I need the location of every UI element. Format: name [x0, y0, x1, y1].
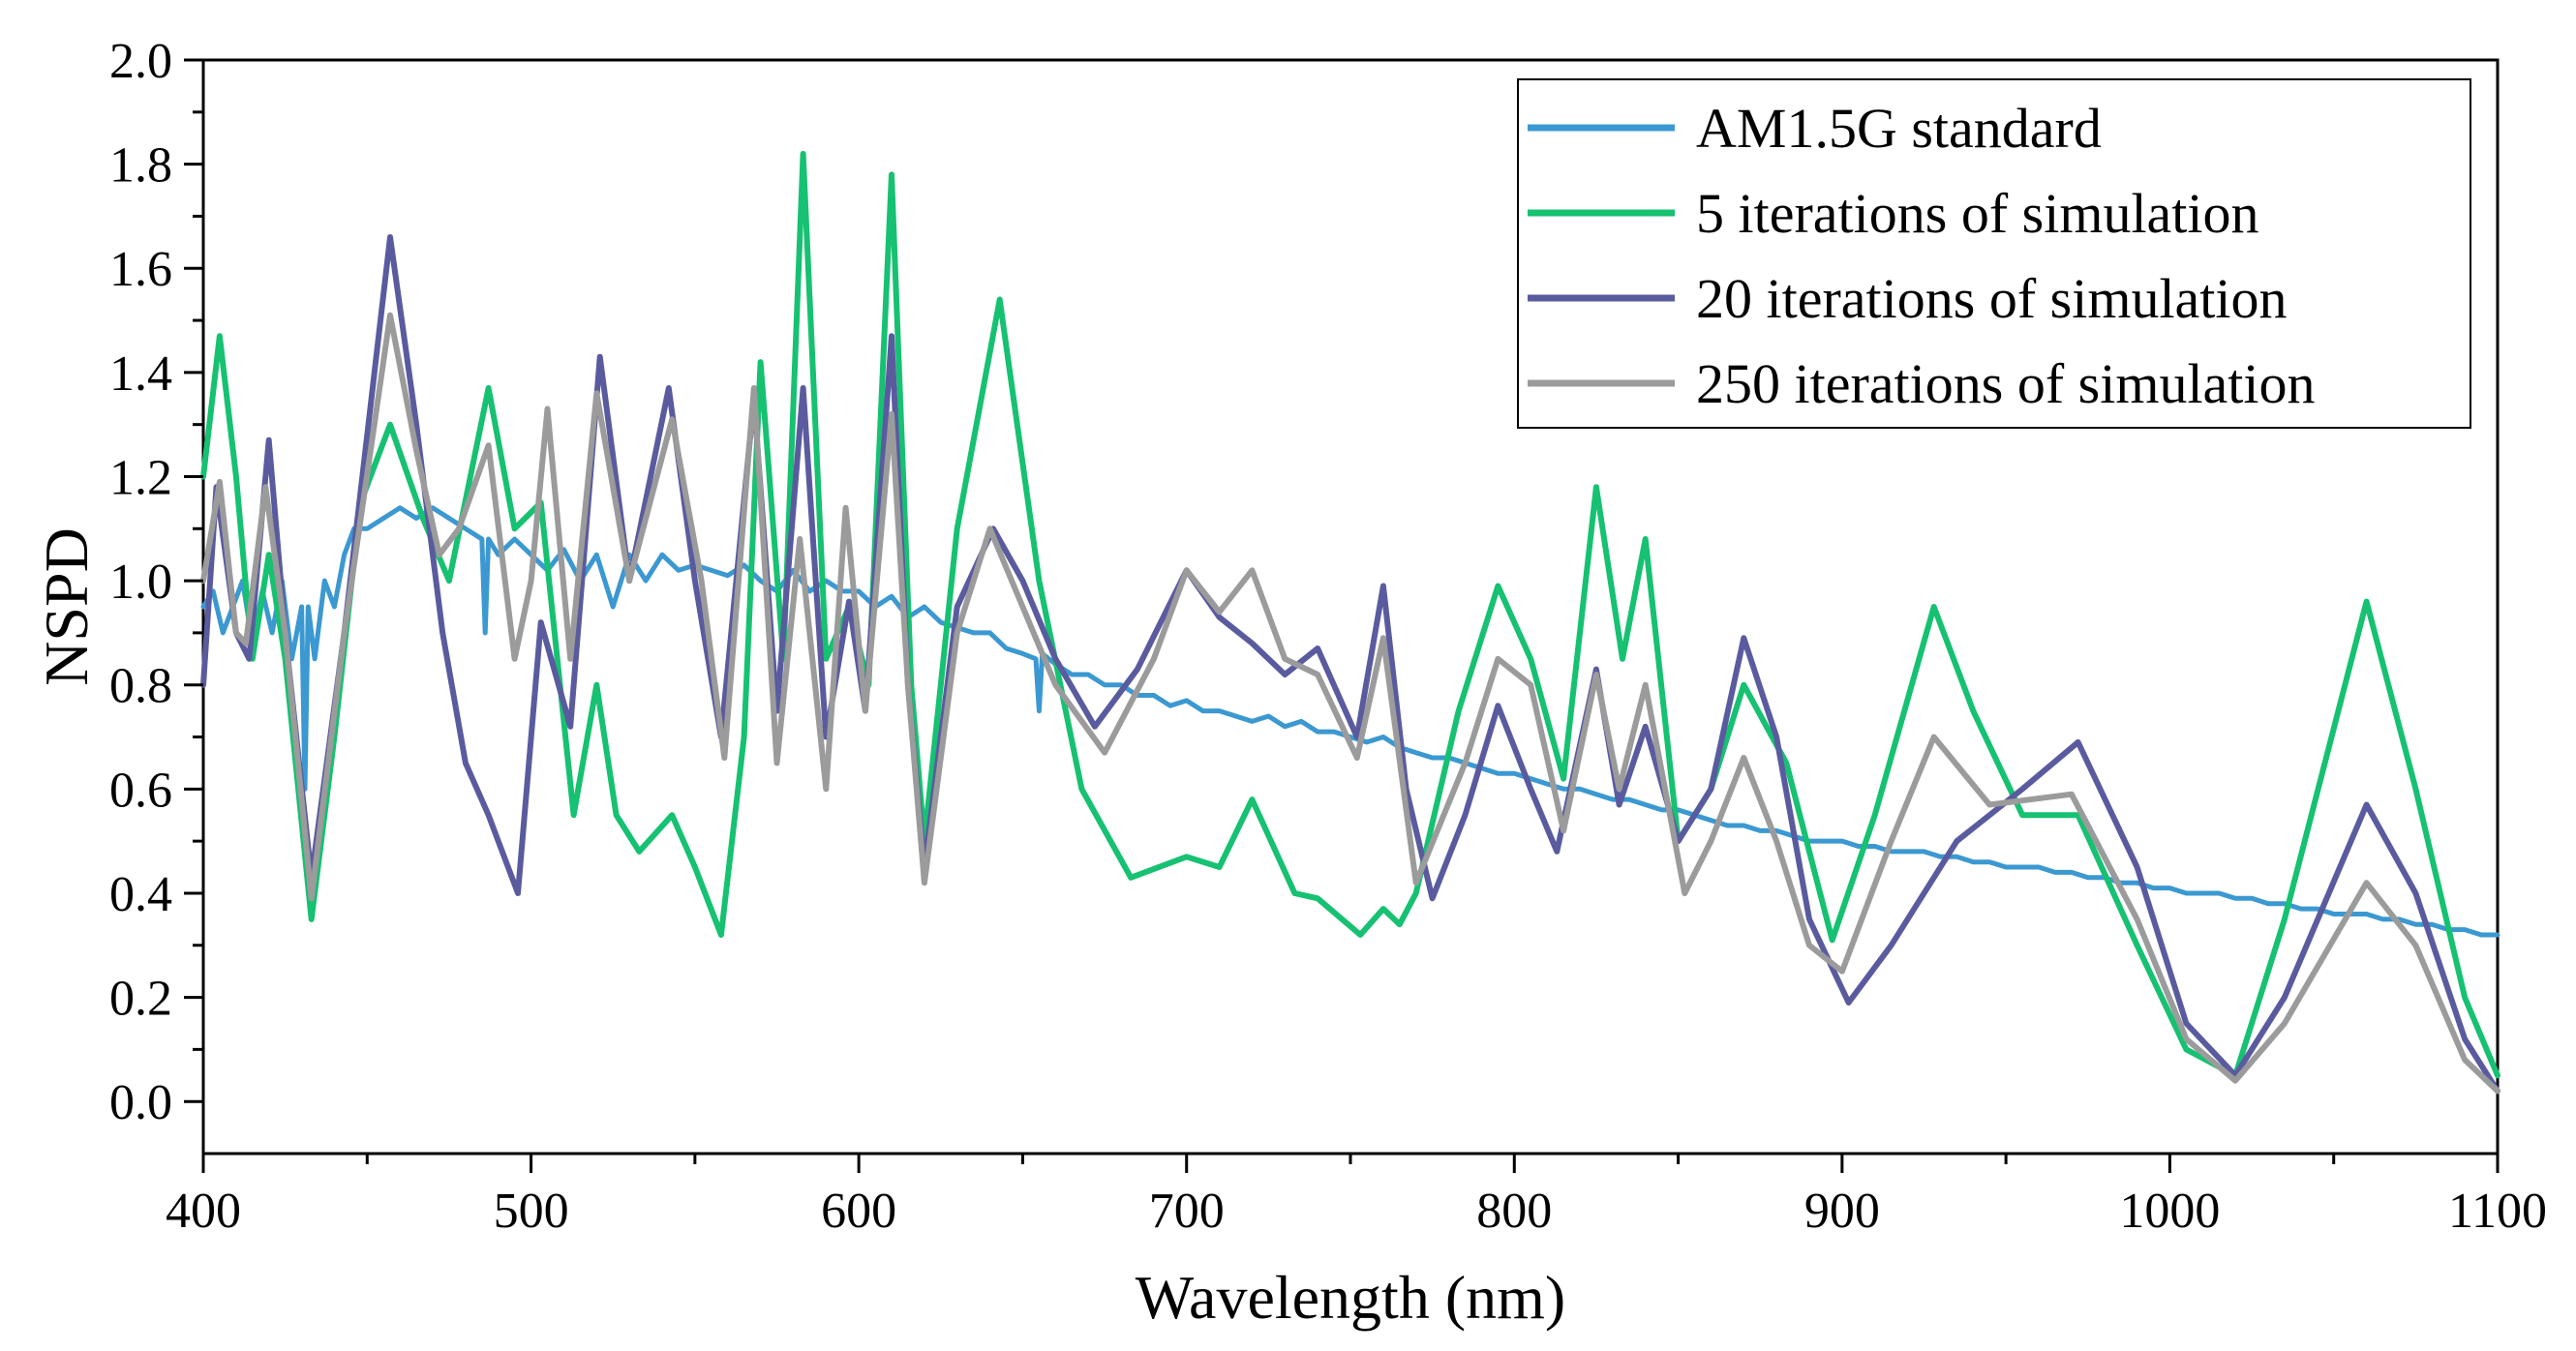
- series-line-3: [200, 234, 2500, 1095]
- x-tick-label: 800: [1476, 1184, 1552, 1239]
- y-tick-label: 2.0: [109, 34, 172, 89]
- y-tick-label: 0.2: [109, 972, 172, 1027]
- x-axis-title: Wavelength (nm): [1136, 1263, 1565, 1332]
- y-tick-label: 0.6: [109, 763, 172, 818]
- x-tick-label: 900: [1804, 1184, 1880, 1239]
- y-tick-label: 1.6: [109, 242, 172, 297]
- legend-label-1: AM1.5G standard: [1696, 97, 2102, 160]
- series-line-1: [200, 505, 2500, 938]
- y-tick-label: 0.4: [109, 867, 172, 922]
- legend-box: [1517, 78, 2471, 429]
- y-tick-label: 1.0: [109, 555, 172, 610]
- y-tick-label: 0.0: [109, 1075, 172, 1130]
- y-axis-ticks: 0.0 0.2 0.4 0.6 0.8 1.0 1.2 1.4 1.6 1.8 2.0: [109, 34, 203, 1130]
- x-tick-label: 600: [821, 1184, 896, 1239]
- y-tick-label: 0.8: [109, 659, 172, 714]
- series-line-4: [200, 312, 2500, 1095]
- legend: AM1.5G standard 5 iterations of simulatio…: [1517, 78, 2471, 429]
- y-tick-label: 1.2: [109, 450, 172, 505]
- series-line-2: [200, 150, 2500, 1079]
- x-tick-label: 500: [494, 1184, 569, 1239]
- legend-label-2: 5 iterations of simulation: [1696, 182, 2259, 245]
- x-tick-label: 1000: [2119, 1184, 2220, 1239]
- x-tick-label: 700: [1149, 1184, 1225, 1239]
- x-axis-ticks: 400 500 600 700 800 900 1000 1100: [166, 1154, 2547, 1239]
- x-tick-label: 400: [166, 1184, 241, 1239]
- series-layer: [200, 150, 2500, 1095]
- legend-label-4: 250 iterations of simulation: [1696, 352, 2316, 415]
- y-tick-label: 1.4: [109, 346, 172, 402]
- legend-label-3: 20 iterations of simulation: [1696, 267, 2288, 330]
- x-tick-label: 1100: [2448, 1184, 2547, 1239]
- y-axis-title: NSPD: [32, 527, 101, 686]
- y-tick-label: 1.8: [109, 138, 172, 194]
